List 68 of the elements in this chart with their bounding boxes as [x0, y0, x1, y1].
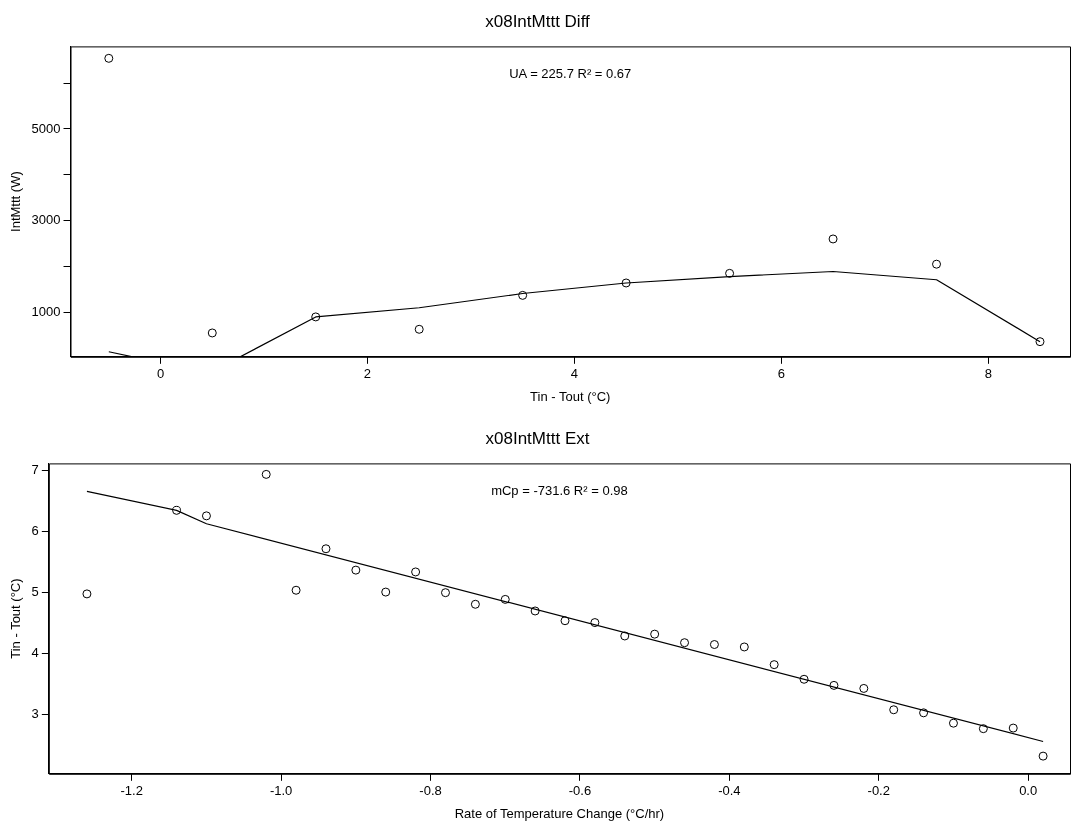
y-tick-label: 3000 [31, 212, 61, 228]
point [500, 594, 510, 604]
point [739, 642, 749, 652]
x-tick-label: -0.6 [568, 783, 592, 799]
point [82, 589, 92, 599]
y-tick-label: 4 [31, 645, 39, 661]
y-axis-title: Tin - Tout (°C) [8, 578, 24, 659]
y-axis-title: IntMttt (W) [8, 171, 24, 232]
y-tick-label: 5000 [31, 120, 61, 136]
x-axis-title: Tin - Tout (°C) [530, 388, 611, 404]
point [414, 324, 424, 334]
chart-title: x08IntMttt Diff [485, 11, 591, 31]
y-tick-label: 7 [31, 462, 39, 478]
point [932, 259, 942, 269]
point [769, 660, 779, 670]
point [889, 705, 899, 715]
x-tick-label: -0.2 [867, 783, 890, 799]
point [1038, 751, 1048, 761]
point [859, 683, 869, 693]
point [441, 588, 450, 598]
point [470, 599, 480, 609]
point [321, 544, 331, 554]
point [311, 312, 321, 322]
annotation: mCp = -731.6 R² = 0.98 [491, 482, 628, 498]
point [978, 724, 988, 734]
point [207, 328, 217, 338]
point [828, 234, 838, 244]
y-tick-label: 5 [31, 584, 39, 600]
y-tick-label: 1000 [31, 303, 61, 319]
point [650, 629, 660, 639]
point [104, 53, 114, 63]
point [411, 567, 421, 577]
point [518, 290, 528, 300]
x-tick-label: 4 [570, 366, 579, 382]
point [799, 674, 809, 684]
x-tick-label: 0 [156, 366, 165, 382]
x-tick-label: -0.4 [718, 783, 741, 799]
point [919, 708, 929, 718]
x-tick-label: 0.0 [1019, 783, 1038, 799]
point [172, 505, 182, 515]
point [709, 640, 719, 650]
point [291, 585, 301, 595]
point [381, 587, 391, 597]
x-tick-label: -0.8 [419, 783, 442, 799]
y-tick-label: 3 [31, 706, 39, 722]
point [530, 606, 540, 616]
point [261, 469, 271, 479]
chart-title: x08IntMttt Ext [485, 428, 590, 448]
x-tick-label: 6 [777, 366, 785, 382]
point [725, 268, 735, 278]
point [590, 618, 600, 628]
x-axis-title: Rate of Temperature Change (°C/hr) [454, 805, 665, 821]
x-tick-label: 2 [363, 366, 372, 382]
point [620, 631, 630, 641]
point [560, 616, 570, 626]
x-tick-label: -1.2 [120, 783, 143, 799]
y-tick-label: 6 [31, 523, 39, 539]
point [948, 718, 958, 728]
point [1035, 337, 1045, 347]
point [829, 680, 839, 690]
x-tick-label: 8 [984, 366, 992, 382]
point [1008, 723, 1018, 733]
point [201, 511, 211, 521]
point [351, 565, 361, 575]
x-tick-label: -1.0 [269, 783, 293, 799]
annotation: UA = 225.7 R² = 0.67 [509, 65, 632, 81]
point [680, 638, 690, 648]
point [621, 278, 631, 288]
